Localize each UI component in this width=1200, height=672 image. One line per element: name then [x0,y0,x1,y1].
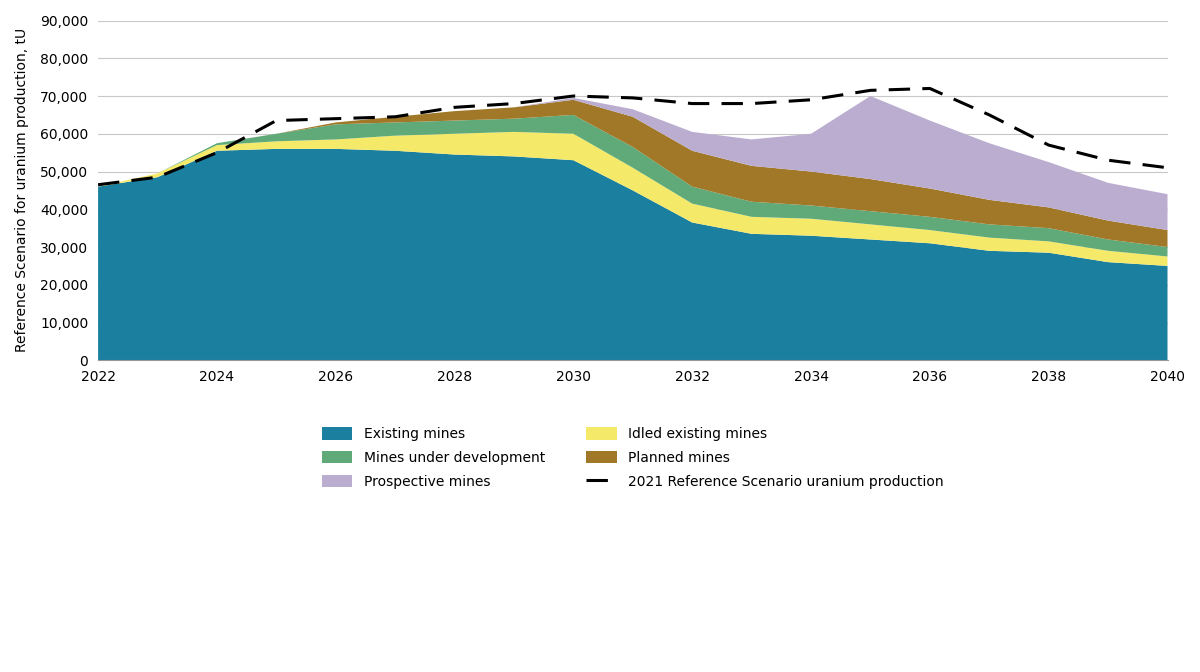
2021 Reference Scenario uranium production [150,173,164,181]
2021 Reference Scenario uranium production [863,86,877,94]
Legend: Existing mines, Mines under development, Prospective mines, Idled existing mines: Existing mines, Mines under development,… [317,421,949,494]
2021 Reference Scenario uranium production [448,103,462,112]
2021 Reference Scenario uranium production [329,115,343,123]
2021 Reference Scenario uranium production [982,111,996,119]
2021 Reference Scenario uranium production [685,99,700,108]
2021 Reference Scenario uranium production [269,116,283,124]
2021 Reference Scenario uranium production [566,92,581,100]
2021 Reference Scenario uranium production [210,149,224,157]
Y-axis label: Reference Scenario for uranium production, tU: Reference Scenario for uranium productio… [16,28,29,353]
2021 Reference Scenario uranium production [1100,156,1115,164]
2021 Reference Scenario uranium production [91,181,106,189]
Line: 2021 Reference Scenario uranium production: 2021 Reference Scenario uranium producti… [98,89,1168,185]
2021 Reference Scenario uranium production [1160,164,1175,172]
2021 Reference Scenario uranium production [1042,141,1056,149]
2021 Reference Scenario uranium production [804,95,818,103]
2021 Reference Scenario uranium production [744,99,758,108]
2021 Reference Scenario uranium production [506,99,521,108]
2021 Reference Scenario uranium production [388,113,402,121]
2021 Reference Scenario uranium production [923,85,937,93]
2021 Reference Scenario uranium production [625,94,640,102]
